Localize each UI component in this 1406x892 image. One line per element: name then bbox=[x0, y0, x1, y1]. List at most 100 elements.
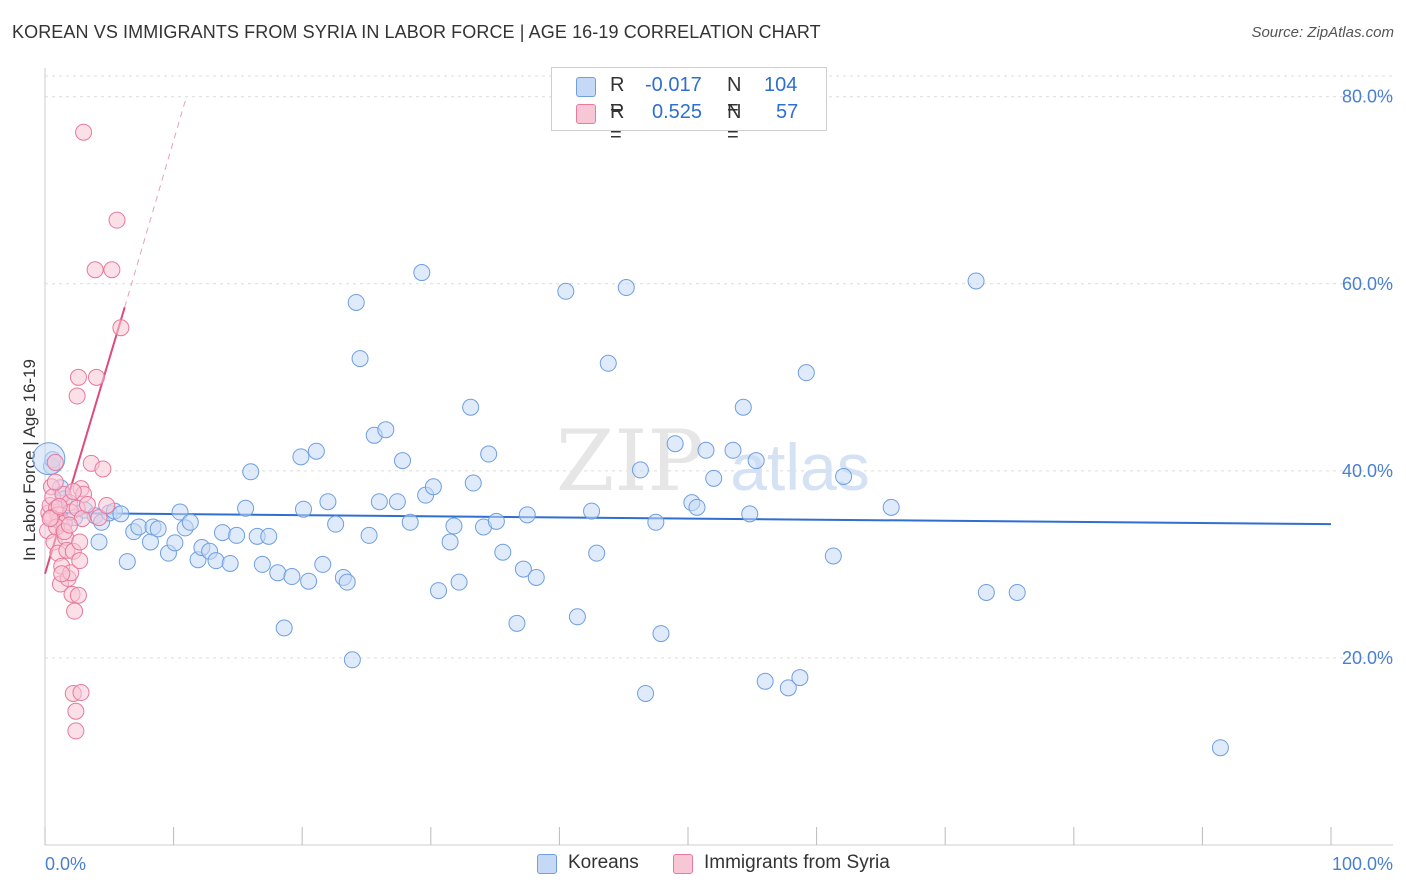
korean-point bbox=[314, 555, 332, 573]
syria-swatch bbox=[673, 854, 693, 874]
korean-point bbox=[253, 555, 271, 573]
syria-point bbox=[98, 496, 116, 514]
korean-point bbox=[90, 533, 108, 551]
korean-point bbox=[327, 515, 345, 533]
korean-point bbox=[441, 533, 459, 551]
korean-point bbox=[260, 527, 278, 545]
koreans-label: Koreans bbox=[568, 852, 639, 873]
syria-swatch bbox=[576, 104, 596, 124]
korean-point bbox=[508, 614, 526, 632]
korean-point bbox=[307, 442, 325, 460]
korean-point bbox=[292, 448, 310, 466]
n-value: 104 bbox=[764, 74, 798, 96]
syria-point bbox=[46, 453, 64, 471]
korean-point bbox=[338, 573, 356, 591]
korean-point bbox=[756, 672, 774, 690]
korean-point bbox=[269, 564, 287, 582]
korean-point bbox=[370, 493, 388, 511]
syria-point bbox=[69, 368, 87, 386]
chart-title: KOREAN VS IMMIGRANTS FROM SYRIA IN LABOR… bbox=[12, 22, 821, 42]
korean-point bbox=[824, 547, 842, 565]
korean-point bbox=[705, 469, 723, 487]
korean-point bbox=[228, 526, 246, 544]
korean-point bbox=[652, 625, 670, 643]
korean-point bbox=[977, 583, 995, 601]
korean-point bbox=[394, 452, 412, 470]
korean-point bbox=[637, 684, 655, 702]
korean-point bbox=[351, 350, 369, 368]
syria-point bbox=[67, 702, 85, 720]
r-label: R = bbox=[610, 74, 625, 119]
syria-point bbox=[86, 261, 104, 279]
korean-point bbox=[688, 498, 706, 516]
korean-point bbox=[599, 354, 617, 372]
korean-point bbox=[221, 554, 239, 572]
syria-point bbox=[50, 497, 68, 515]
syria-point bbox=[71, 552, 89, 570]
korean-point bbox=[413, 264, 431, 282]
syria-point bbox=[75, 123, 93, 141]
korean-point bbox=[181, 513, 199, 531]
x-tick-label: 100.0% bbox=[1332, 854, 1393, 874]
korean-point bbox=[283, 568, 301, 586]
korean-point bbox=[797, 364, 815, 382]
korean-point bbox=[588, 544, 606, 562]
korean-point bbox=[518, 506, 536, 524]
korean-point bbox=[480, 445, 498, 463]
korean-point bbox=[207, 552, 225, 570]
correlation-legend: R = -0.017 N = 104 R = 0.525 N = 57 bbox=[551, 67, 827, 146]
y-tick-label: 40.0% bbox=[1342, 461, 1393, 481]
korean-point bbox=[237, 499, 255, 517]
korean-point bbox=[171, 503, 189, 521]
korean-point bbox=[487, 512, 505, 530]
syria-point bbox=[41, 510, 59, 528]
syria-label: Immigrants from Syria bbox=[704, 852, 890, 873]
korean-point bbox=[583, 502, 601, 520]
syria-trend-extension bbox=[124, 96, 187, 308]
korean-point bbox=[112, 505, 130, 523]
koreans-points bbox=[32, 264, 1229, 757]
korean-point bbox=[568, 608, 586, 626]
syria-point bbox=[69, 586, 87, 604]
korean-point bbox=[213, 524, 231, 542]
koreans-swatch bbox=[576, 77, 596, 97]
y-tick-label: 20.0% bbox=[1342, 648, 1393, 668]
korean-point bbox=[377, 421, 395, 439]
korean-point bbox=[319, 493, 337, 511]
korean-point bbox=[343, 651, 361, 669]
syria-point bbox=[68, 387, 86, 405]
axes bbox=[44, 68, 1393, 846]
syria-point bbox=[103, 261, 121, 279]
korean-point bbox=[835, 467, 853, 485]
korean-point bbox=[424, 478, 442, 496]
syria-point bbox=[46, 473, 64, 491]
korean-point bbox=[347, 293, 365, 311]
korean-point bbox=[631, 461, 649, 479]
korean-point bbox=[666, 435, 684, 453]
syria-point bbox=[60, 516, 78, 534]
korean-point bbox=[647, 513, 665, 531]
gridlines bbox=[45, 75, 1393, 659]
r-label: R = bbox=[610, 101, 625, 146]
r-value: -0.017 bbox=[645, 74, 702, 96]
syria-point bbox=[64, 482, 82, 500]
syria-point bbox=[94, 460, 112, 478]
syria-point bbox=[90, 509, 108, 527]
n-label: N = bbox=[727, 74, 742, 119]
korean-point bbox=[300, 572, 318, 590]
korean-point bbox=[464, 474, 482, 492]
korean-point bbox=[166, 534, 184, 552]
watermark-zip: ZIP bbox=[556, 412, 704, 510]
syria-point bbox=[53, 565, 71, 583]
korean-point bbox=[450, 573, 468, 591]
y-tick-label: 60.0% bbox=[1342, 274, 1393, 294]
tick-labels: 20.0% 40.0% 60.0% 80.0% 0.0% 100.0% bbox=[45, 87, 1393, 874]
korean-point bbox=[118, 553, 136, 571]
r-value: 0.525 bbox=[652, 101, 703, 123]
korean-point bbox=[747, 452, 765, 470]
korean-point bbox=[149, 520, 167, 538]
korean-point bbox=[275, 619, 293, 637]
korean-point bbox=[697, 441, 715, 459]
korean-point bbox=[734, 398, 752, 416]
